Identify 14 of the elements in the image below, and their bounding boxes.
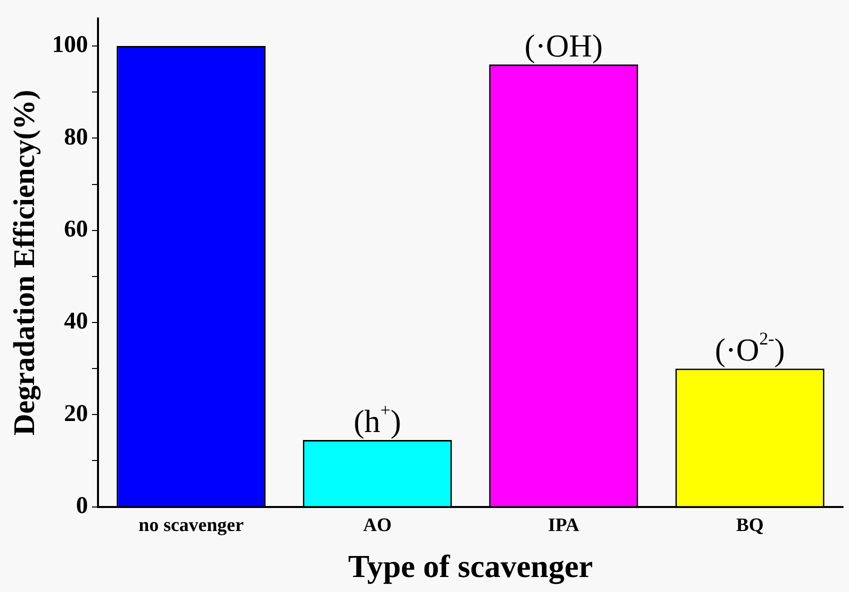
y-tick-label: 80	[64, 124, 88, 150]
y-tick-label: 20	[64, 400, 88, 427]
annotation: (h+)	[354, 400, 402, 439]
y-tick-label: 40	[64, 308, 88, 335]
x-tick-label: AO	[363, 515, 392, 536]
x-tick-label: IPA	[548, 515, 580, 536]
x-tick-label: no scavenger	[138, 515, 244, 536]
y-tick-label: 60	[64, 216, 88, 243]
x-tick-label: BQ	[736, 515, 764, 536]
annotation: (·OH)	[524, 27, 603, 64]
x-axis-title: Type of scavenger	[348, 548, 593, 586]
y-tick-label: 100	[52, 32, 88, 58]
y-axis-title: Degradation Efficiency(%)	[8, 90, 41, 436]
y-tick-label: 0	[76, 493, 88, 520]
